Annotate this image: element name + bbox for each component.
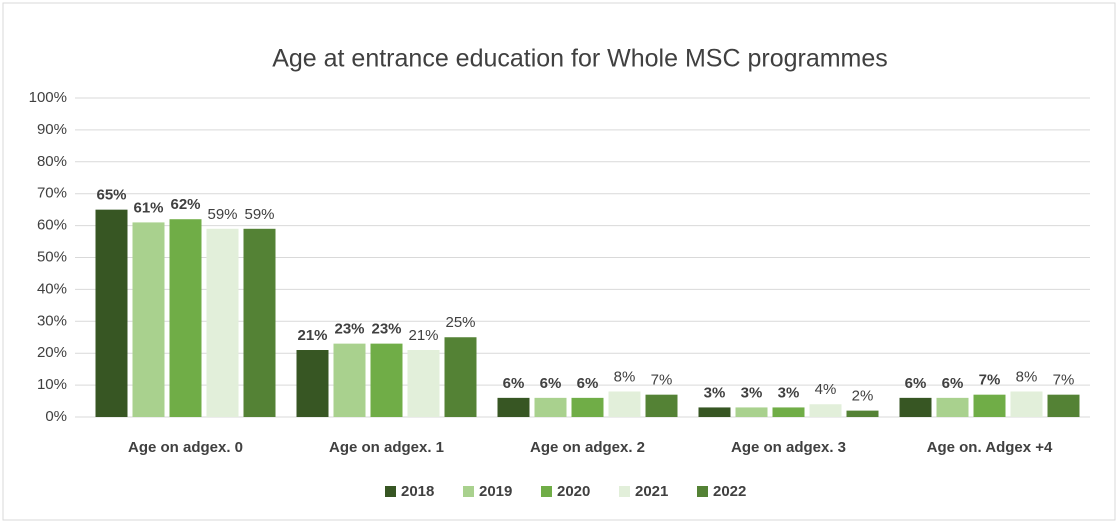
bar [206,228,239,417]
bar [1047,394,1080,417]
value-label: 21% [408,327,438,344]
value-label: 6% [503,375,525,392]
bar [497,397,530,417]
value-label: 23% [371,321,401,338]
y-tick-label: 70% [37,185,67,202]
legend-label: 2019 [479,483,512,500]
value-label: 2% [852,388,874,405]
legend-swatch [541,486,552,497]
value-label: 59% [244,206,274,223]
legend-swatch [385,486,396,497]
bar [973,394,1006,417]
value-label: 23% [334,321,364,338]
bar [169,219,202,417]
y-tick-label: 20% [37,344,67,361]
bar [571,397,604,417]
value-label: 21% [297,327,327,344]
bar [698,407,731,417]
legend-label: 2018 [401,483,434,500]
value-label: 8% [1016,368,1038,385]
bar [809,404,842,417]
y-tick-label: 60% [37,217,67,234]
legend-swatch [619,486,630,497]
x-tick-label: Age on adgex. 2 [530,439,645,456]
bar [132,222,165,417]
bar [444,337,477,417]
legend-label: 2022 [713,483,746,500]
bar [333,343,366,417]
y-tick-label: 0% [45,408,67,425]
value-label: 7% [1053,372,1075,389]
bar [1010,391,1043,417]
bar [243,228,276,417]
value-label: 25% [445,314,475,331]
legend-swatch [463,486,474,497]
bar [772,407,805,417]
value-label: 62% [170,196,200,213]
value-label: 6% [577,375,599,392]
bar [899,397,932,417]
legend-label: 2020 [557,483,590,500]
bar [370,343,403,417]
legend-label: 2021 [635,483,668,500]
y-tick-label: 50% [37,248,67,265]
bar [296,350,329,417]
chart-title: Age at entrance education for Whole MSC … [272,45,888,73]
bar [407,350,440,417]
bar [936,397,969,417]
value-label: 4% [815,381,837,398]
value-label: 3% [778,384,800,401]
x-tick-label: Age on adgex. 0 [128,439,243,456]
value-label: 8% [614,368,636,385]
value-label: 6% [540,375,562,392]
value-label: 3% [704,384,726,401]
value-label: 3% [741,384,763,401]
y-tick-label: 90% [37,121,67,138]
value-label: 61% [133,199,163,216]
y-tick-label: 100% [29,89,67,106]
y-tick-label: 80% [37,153,67,170]
value-label: 6% [942,375,964,392]
bar [95,209,128,417]
value-label: 65% [96,187,126,204]
bar [608,391,641,417]
legend-swatch [697,486,708,497]
value-label: 7% [979,372,1001,389]
x-tick-label: Age on adgex. 1 [329,439,444,456]
value-label: 59% [207,206,237,223]
y-tick-label: 30% [37,312,67,329]
value-label: 7% [651,372,673,389]
value-label: 6% [905,375,927,392]
bar [645,394,678,417]
bar [846,410,879,417]
y-tick-label: 40% [37,280,67,297]
bar [534,397,567,417]
bar [735,407,768,417]
x-tick-label: Age on adgex. 3 [731,439,846,456]
y-tick-label: 10% [37,376,67,393]
x-tick-label: Age on. Adgex +4 [927,439,1053,456]
